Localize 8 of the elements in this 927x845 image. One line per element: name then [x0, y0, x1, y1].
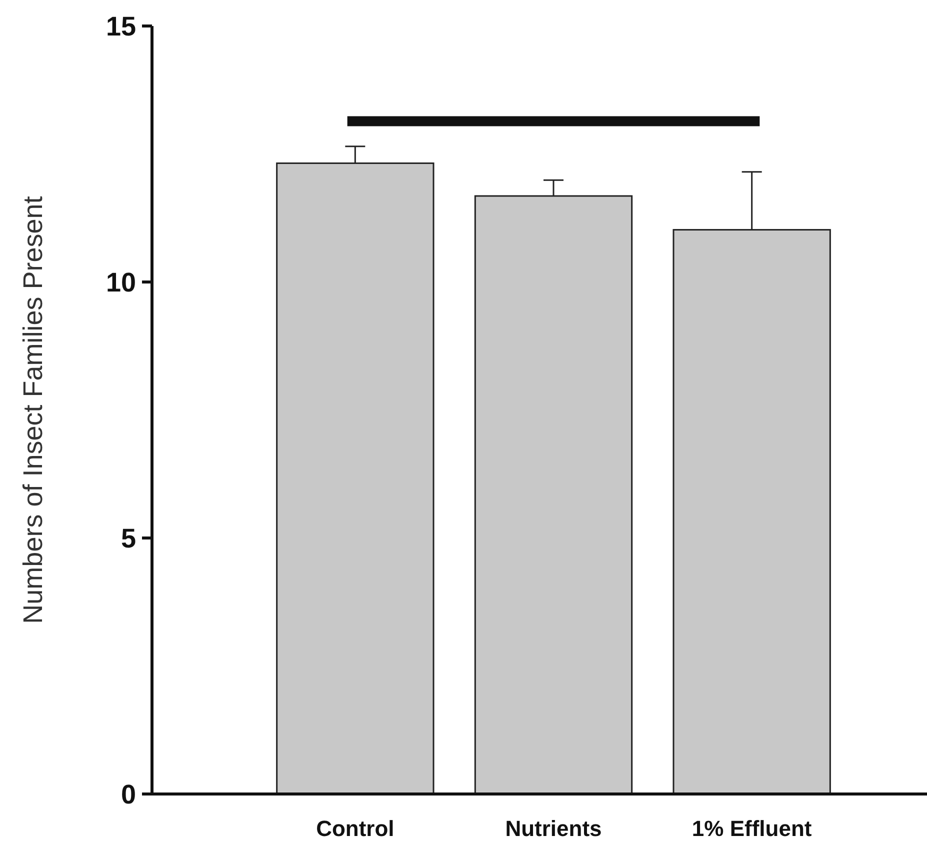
x-tick-label: Nutrients — [505, 816, 602, 841]
y-tick-label: 0 — [120, 780, 136, 810]
y-axis-title: Numbers of Insect Families Present — [18, 196, 48, 624]
y-tick-label: 10 — [106, 268, 136, 298]
y-tick-label: 15 — [106, 12, 136, 42]
x-tick-label: 1% Effluent — [692, 816, 812, 841]
x-tick-label: Control — [316, 816, 394, 841]
y-tick-label: 5 — [120, 524, 136, 554]
